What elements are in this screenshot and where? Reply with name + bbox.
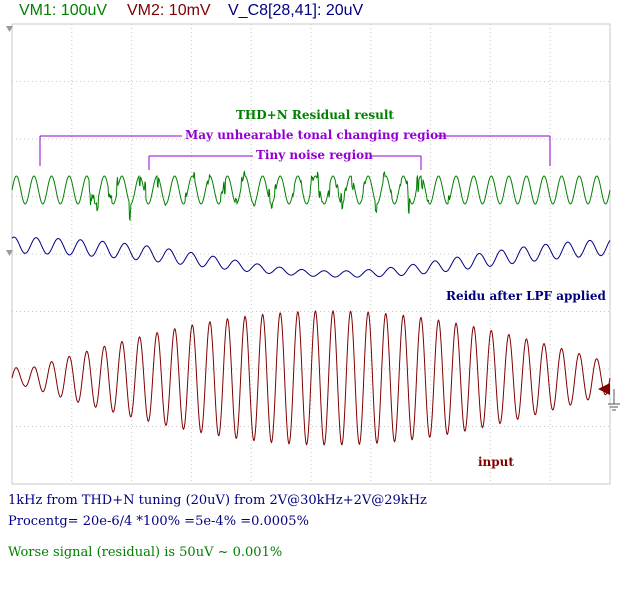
input-ref-marker-icon: [598, 383, 610, 395]
channel-indicators: [6, 26, 620, 411]
lpf-label: Reidu after LPF applied: [446, 289, 606, 303]
input-label: input: [478, 455, 514, 469]
grid: [11, 23, 611, 485]
vm2-label: VM2: 10mV: [127, 2, 211, 19]
vc8-label: V_C8[28,41]: 20uV: [228, 2, 364, 19]
input-trace: [11, 309, 611, 446]
trigger-marker-icon: [6, 26, 13, 32]
region-markers: [39, 135, 551, 170]
footer-line-2: Procentg= 20e-6/4 *100% =5e-4% =0.0005%: [8, 514, 309, 529]
noise-region-label: Tiny noise region: [256, 148, 373, 162]
tonal-region-label: May unhearable tonal changing region: [185, 128, 447, 142]
vm1-label: VM1: 100uV: [19, 2, 108, 19]
thd-title: THD+N Residual result: [236, 108, 394, 122]
footer-line-1: 1kHz from THD+N tuning (20uV) from 2V@30…: [8, 493, 427, 508]
plot-border: [11, 23, 611, 485]
footer-line-3: Worse signal (residual) is 50uV ~ 0.001%: [8, 545, 283, 560]
lpf-trace: [11, 236, 611, 278]
channel-marker-icon: [6, 250, 13, 256]
residual-trace: [11, 170, 611, 222]
